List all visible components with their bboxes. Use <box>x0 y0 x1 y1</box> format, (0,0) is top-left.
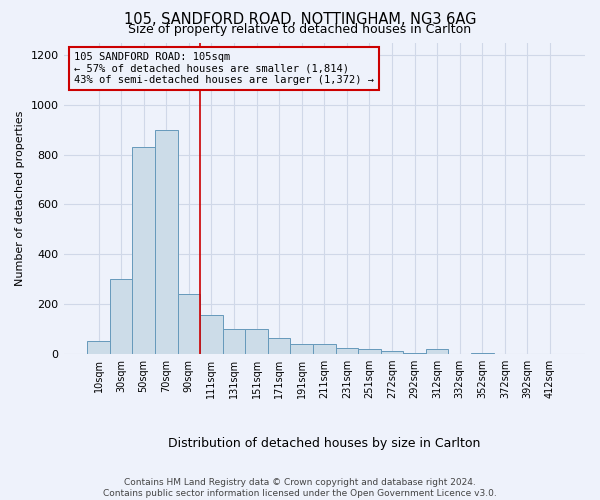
X-axis label: Distribution of detached houses by size in Carlton: Distribution of detached houses by size … <box>168 437 481 450</box>
Bar <box>471 352 494 354</box>
Bar <box>381 352 403 354</box>
Bar <box>133 147 155 354</box>
Bar <box>178 294 200 354</box>
Bar <box>268 338 290 354</box>
Bar <box>313 344 335 354</box>
Bar <box>200 315 223 354</box>
Text: Contains HM Land Registry data © Crown copyright and database right 2024.
Contai: Contains HM Land Registry data © Crown c… <box>103 478 497 498</box>
Bar <box>87 342 110 354</box>
Bar <box>290 344 313 354</box>
Bar <box>110 279 133 354</box>
Bar <box>155 130 178 354</box>
Bar <box>335 348 358 354</box>
Bar <box>426 349 448 354</box>
Text: 105, SANDFORD ROAD, NOTTINGHAM, NG3 6AG: 105, SANDFORD ROAD, NOTTINGHAM, NG3 6AG <box>124 12 476 28</box>
Bar <box>245 329 268 354</box>
Bar <box>358 349 381 354</box>
Bar <box>403 352 426 354</box>
Bar <box>223 329 245 354</box>
Text: 105 SANDFORD ROAD: 105sqm
← 57% of detached houses are smaller (1,814)
43% of se: 105 SANDFORD ROAD: 105sqm ← 57% of detac… <box>74 52 374 85</box>
Text: Size of property relative to detached houses in Carlton: Size of property relative to detached ho… <box>128 24 472 36</box>
Y-axis label: Number of detached properties: Number of detached properties <box>15 110 25 286</box>
